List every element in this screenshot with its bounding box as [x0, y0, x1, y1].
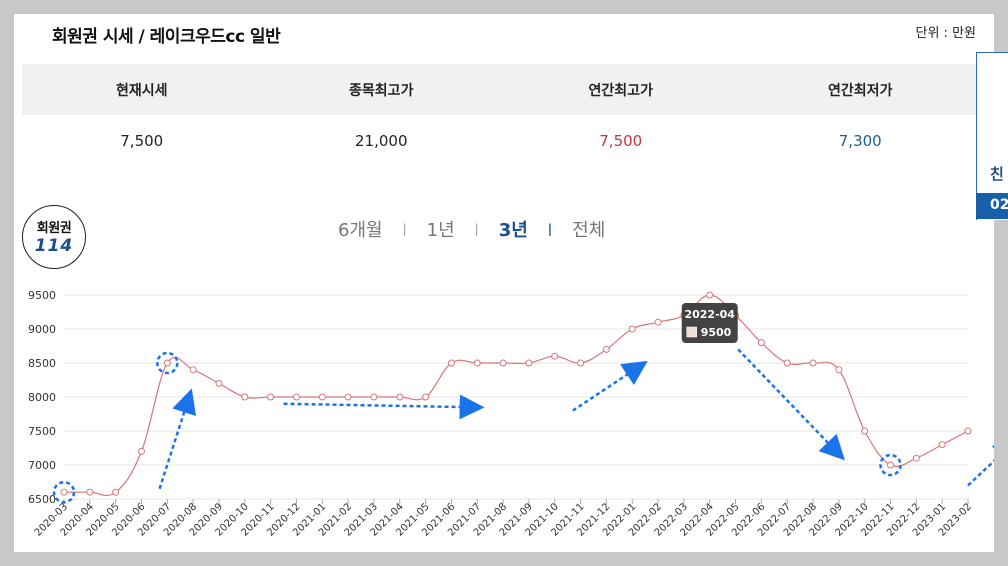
- trend-arrow: [158, 388, 197, 490]
- page-title: 회원권 시세 / 레이크우드cc 일반: [52, 27, 281, 47]
- data-point: [938, 441, 946, 449]
- price-line-chart: 65007000750080008500900095002020-032020-…: [28, 289, 994, 539]
- side-panel: [976, 52, 1008, 220]
- trend-arrow: [967, 438, 994, 487]
- value-current-price: 7,500: [120, 132, 164, 150]
- period-divider: |: [547, 222, 553, 236]
- data-point: [628, 325, 636, 333]
- data-point: [525, 359, 533, 367]
- side-panel-text: 친: [990, 165, 1004, 183]
- col-all-time-high: 종목최고가: [349, 82, 414, 99]
- period-divider: |: [474, 222, 479, 236]
- value-annual-high: 7,500: [599, 132, 643, 150]
- trend-arrow: [737, 348, 845, 461]
- data-point: [809, 359, 817, 367]
- period-all-tab[interactable]: 전체: [572, 220, 606, 241]
- tooltip-value: 9500: [701, 326, 732, 339]
- membership-logo: 회원권 114: [22, 205, 86, 269]
- data-point: [344, 393, 352, 401]
- y-tick-label: 6500: [28, 493, 56, 506]
- data-point: [86, 488, 94, 496]
- data-point: [551, 352, 559, 360]
- period-6m-tab[interactable]: 6개월: [338, 220, 383, 241]
- y-tick-label: 9500: [28, 289, 56, 302]
- period-1y-tab[interactable]: 1년: [426, 220, 455, 241]
- highlight-circle: [52, 480, 76, 504]
- data-point: [577, 359, 585, 367]
- data-point: [422, 393, 430, 401]
- data-point: [835, 366, 843, 374]
- tooltip-swatch: [686, 326, 697, 338]
- tooltip-date: 2022-04: [684, 308, 735, 321]
- col-annual-low: 연간최저가: [828, 82, 893, 99]
- summary-values: 7,500 21,000 7,500 7,300: [22, 115, 980, 167]
- data-point: [783, 359, 791, 367]
- data-point: [318, 393, 326, 401]
- side-panel-bar[interactable]: 02: [976, 193, 1008, 219]
- logo-text: 회원권: [36, 221, 72, 236]
- data-point: [112, 488, 120, 496]
- col-current-price: 현재시세: [115, 82, 168, 99]
- data-point: [706, 291, 714, 299]
- y-tick-label: 7500: [28, 425, 56, 438]
- data-point: [163, 359, 171, 367]
- trend-arrow: [572, 360, 648, 412]
- data-point: [189, 366, 197, 374]
- y-tick-label: 8000: [28, 391, 56, 404]
- period-divider: |: [402, 222, 407, 236]
- data-point: [887, 461, 895, 469]
- period-3y-tab[interactable]: 3년: [498, 220, 528, 241]
- data-point: [137, 447, 145, 455]
- series-line: [64, 294, 969, 497]
- data-point: [241, 393, 249, 401]
- y-tick-label: 8500: [28, 357, 56, 370]
- period-selector: 6개월 | 1년 | 3년 | 전체: [324, 216, 619, 242]
- unit-label: 단위 : 만원: [915, 26, 977, 41]
- data-point: [292, 393, 300, 401]
- data-point: [447, 359, 455, 367]
- y-tick-label: 9000: [28, 323, 56, 336]
- value-annual-low: 7,300: [838, 132, 882, 150]
- data-point: [757, 339, 765, 347]
- data-point: [964, 427, 972, 435]
- col-annual-high: 연간최고가: [588, 82, 653, 99]
- price-card: 회원권 시세 / 레이크우드cc 일반 단위 : 만원 현재시세 종목최고가 연…: [14, 14, 994, 552]
- data-point: [861, 427, 869, 435]
- data-point: [602, 345, 610, 353]
- data-point: [370, 393, 378, 401]
- y-tick-label: 7000: [28, 459, 56, 472]
- data-point: [912, 454, 920, 462]
- trend-arrow: [283, 394, 485, 420]
- data-point: [654, 318, 662, 326]
- data-point: [473, 359, 481, 367]
- data-point: [267, 393, 275, 401]
- data-point: [499, 359, 507, 367]
- data-point: [60, 488, 68, 496]
- highlight-circle: [879, 453, 902, 477]
- highlight-circle: [156, 351, 179, 375]
- value-all-time-high: 21,000: [355, 132, 408, 150]
- summary-header: 현재시세 종목최고가 연간최고가 연간최저가: [22, 64, 980, 115]
- data-point: [215, 379, 223, 387]
- data-point: [396, 393, 404, 401]
- logo-number: 114: [34, 236, 74, 256]
